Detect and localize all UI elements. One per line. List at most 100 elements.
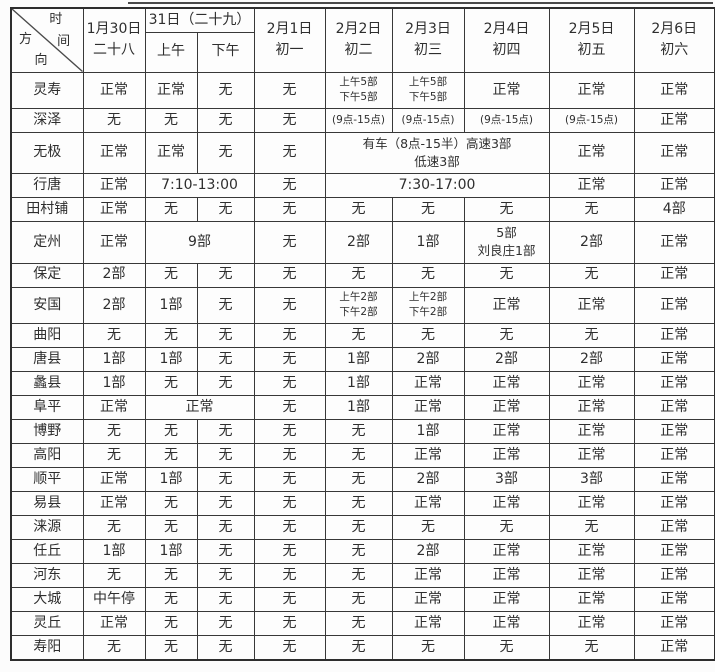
schedule-cell: 无 xyxy=(324,539,393,564)
schedule-cell: 正常 xyxy=(463,371,550,396)
schedule-cell: 无 xyxy=(324,563,393,588)
schedule-cell: 无 xyxy=(253,515,326,540)
table-row: 顺平 正常 1部无无无 2部 3部 3部 正常 xyxy=(10,467,715,492)
schedule-cell: 正常 xyxy=(391,563,465,588)
corner-label-direction-2: 向 xyxy=(34,52,48,68)
place-name: 安国 xyxy=(10,286,84,324)
schedule-cell-line: 上午5部 xyxy=(339,75,378,88)
schedule-cell: 无 xyxy=(196,108,255,133)
schedule-cell: 无 xyxy=(144,108,198,133)
schedule-cell: 正常 xyxy=(633,563,715,588)
schedule-cell: 无 xyxy=(463,515,550,540)
table-row: 灵寿 正常 正常无无上午5部 下午5部 上午5部 下午5部 正常 正常 正常 xyxy=(10,71,715,109)
place-name: 田村铺 xyxy=(10,197,84,223)
schedule-cell: 无 xyxy=(253,197,326,223)
schedule-cell: 正常 xyxy=(144,71,198,109)
place-name: 涞源 xyxy=(10,515,84,540)
schedule-cell: 无 xyxy=(196,71,255,109)
schedule-cell: 无 xyxy=(253,108,326,133)
schedule-cell: 正常 xyxy=(463,491,550,516)
schedule-cell: 无 xyxy=(144,587,198,612)
schedule-cell: 无 xyxy=(253,491,326,516)
schedule-cell: 正常 xyxy=(633,262,715,288)
corner-label-time-2: 间 xyxy=(57,34,71,49)
schedule-cell: 无 xyxy=(253,131,326,175)
schedule-cell: 无 xyxy=(253,563,326,588)
schedule-cell: 正常 xyxy=(82,611,146,636)
schedule-cell: 无 xyxy=(324,491,393,516)
schedule-cell: 正常 xyxy=(633,131,715,175)
place-name: 蠡县 xyxy=(10,371,84,396)
schedule-cell: 正常 xyxy=(82,467,146,492)
schedule-cell: 正常 xyxy=(463,419,550,444)
place-name: 顺平 xyxy=(10,467,84,492)
place-name: 定州 xyxy=(10,221,84,264)
schedule-cell: 正常 xyxy=(82,131,146,175)
schedule-cell: 正常 xyxy=(463,395,550,420)
column-header-lunar: 初二 xyxy=(344,42,373,59)
place-name: 保定 xyxy=(10,262,84,288)
column-header-lunar: 二十八 xyxy=(93,42,135,59)
column-header-lunar: 初六 xyxy=(660,42,689,59)
column-header-lunar: 初四 xyxy=(492,42,521,59)
schedule-cell: 正常 xyxy=(391,395,465,420)
schedule-cell-line: 下午2部 xyxy=(408,306,448,319)
schedule-cell-line: 上午2部 xyxy=(339,290,378,303)
schedule-cell: 无 xyxy=(82,419,146,444)
schedule-cell: 上午5部 下午5部 xyxy=(391,71,465,109)
schedule-cell: 无 xyxy=(463,262,550,288)
schedule-cell: 正常 xyxy=(548,71,635,109)
schedule-cell: 正常 xyxy=(82,173,146,199)
schedule-cell: 2部 xyxy=(324,221,393,264)
schedule-cell: 2部 xyxy=(391,539,465,564)
schedule-cell: 1部 xyxy=(144,467,198,492)
schedule-cell: 无 xyxy=(253,467,326,492)
table-row: 保定 2部无无无无无无无正常 xyxy=(10,262,715,288)
schedule-cell: 正常 xyxy=(82,221,146,264)
table-row: 易县 正常无无无无正常 正常 正常 正常 xyxy=(10,491,715,516)
column-header-lunar: 初一 xyxy=(275,42,304,59)
schedule-cell: 无 xyxy=(548,323,635,348)
schedule-cell: 无 xyxy=(253,221,326,264)
place-name: 寿阳 xyxy=(10,635,84,660)
column-header-afternoon: 下午 xyxy=(196,31,255,73)
schedule-cell: 正常 xyxy=(633,286,715,324)
column-header-date: 1月30日 xyxy=(86,21,142,38)
column-header-jan30: 1月30日 二十八 xyxy=(82,7,146,73)
schedule-cell: 无 xyxy=(196,563,255,588)
schedule-cell: 1部 xyxy=(324,347,393,372)
place-name: 曲阳 xyxy=(10,323,84,348)
schedule-cell: 1部 xyxy=(144,347,198,372)
schedule-cell: 正常 xyxy=(82,71,146,109)
place-name: 易县 xyxy=(10,491,84,516)
table-row: 寿阳无无无无无无无无正常 xyxy=(10,635,715,660)
schedule-cell: 无 xyxy=(253,323,326,348)
column-header-feb6: 2月6日 初六 xyxy=(633,7,715,73)
table-row: 深泽无无无无 (9点-15点) (9点-15点) (9点-15点) (9点-15点) 正常 xyxy=(10,108,715,133)
schedule-cell: 正常 xyxy=(391,491,465,516)
schedule-cell: 2部 xyxy=(463,347,550,372)
schedule-cell: 无 xyxy=(144,197,198,223)
schedule-cell: 无 xyxy=(144,515,198,540)
schedule-cell: 无 xyxy=(463,323,550,348)
table-row: 大城 中午停无无无无正常 正常 正常 正常 xyxy=(10,587,715,612)
table-row: 灵丘 正常无无无无正常 正常 正常 正常 xyxy=(10,611,715,636)
schedule-cell: 正常 xyxy=(391,611,465,636)
schedule-cell: 1部 xyxy=(82,347,146,372)
schedule-cell: 无 xyxy=(82,443,146,468)
schedule-cell: 2部 xyxy=(548,221,635,264)
schedule-cell-line: 有车（8点-15半）高速3部 xyxy=(362,136,512,151)
schedule-cell: 正常 xyxy=(633,323,715,348)
schedule-cell: 无 xyxy=(196,323,255,348)
schedule-cell: 正常 xyxy=(548,173,635,199)
place-name: 大城 xyxy=(10,587,84,612)
column-header-feb5: 2月5日 初五 xyxy=(548,7,635,73)
schedule-cell: 无 xyxy=(324,197,393,223)
schedule-cell: 正常 xyxy=(633,539,715,564)
column-header-date: 2月4日 xyxy=(483,21,530,38)
place-name: 唐县 xyxy=(10,347,84,372)
table-row: 安国 2部 1部无无上午2部 下午2部 上午2部 下午2部 正常 正常 正常 xyxy=(10,286,715,324)
schedule-cell: 无 xyxy=(253,611,326,636)
schedule-cell-line: 上午5部 xyxy=(408,75,448,88)
schedule-cell: 正常 xyxy=(391,587,465,612)
